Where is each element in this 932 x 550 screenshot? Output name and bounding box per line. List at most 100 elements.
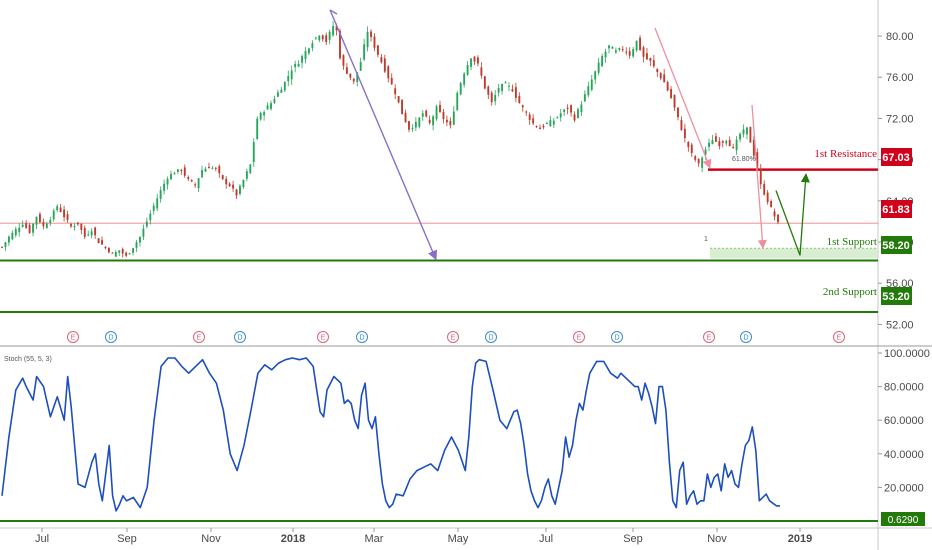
candle-body: [473, 56, 476, 62]
indicator-tick-label: 20.0000: [884, 482, 924, 494]
candle-body: [511, 89, 514, 92]
candle-body: [259, 112, 262, 120]
svg-text:E: E: [197, 335, 202, 342]
candle-body: [580, 104, 583, 113]
zone-label: 1: [704, 236, 708, 243]
candle-body: [718, 141, 721, 147]
candle-body: [694, 156, 697, 160]
indicator-tick-label: 100.0000: [884, 348, 930, 360]
candle-body: [583, 94, 586, 102]
event-marker-dividend: D: [740, 331, 752, 343]
candle-body: [294, 63, 297, 68]
candle-body: [118, 250, 121, 253]
candle-body: [590, 79, 593, 90]
time-axis: Jul Sep Nov 2018 Mar May Jul Sep Nov 2019: [35, 528, 812, 545]
candle-body: [552, 120, 555, 125]
candle-body: [766, 192, 769, 203]
candle-body: [318, 35, 321, 41]
candle-body: [618, 47, 621, 50]
pink-arrow-1: [654, 27, 712, 169]
candle-body: [170, 173, 172, 180]
candle-body: [1, 246, 3, 248]
candle-body: [290, 70, 293, 80]
candle-body: [239, 185, 241, 194]
svg-text:E: E: [451, 335, 456, 342]
svg-text:E: E: [71, 335, 76, 342]
time-tick-label: 2018: [281, 533, 305, 545]
candle-body: [80, 223, 83, 230]
candle-body: [704, 149, 707, 156]
candle-body: [245, 171, 248, 179]
candle-body: [21, 224, 24, 227]
candle-body: [280, 89, 283, 93]
indicator-last-tag: 0.6290: [881, 512, 925, 526]
candle-body: [477, 57, 479, 64]
candle-body: [483, 76, 486, 89]
candle-body: [187, 177, 190, 180]
price-tick-label: 80.00: [886, 31, 914, 43]
candle-body: [577, 109, 579, 118]
candle-body: [18, 227, 21, 233]
candle-body: [228, 183, 231, 187]
candle-body: [211, 167, 214, 169]
candle-body: [25, 223, 28, 228]
candle-body: [121, 248, 124, 254]
candle-body: [756, 152, 759, 171]
candle-body: [656, 68, 659, 72]
fib-label: 61.80%: [732, 156, 756, 163]
candle-body: [490, 92, 493, 103]
candle-body: [442, 111, 445, 120]
candle-body: [152, 205, 155, 211]
candle-body: [597, 62, 600, 73]
candle-body: [773, 211, 776, 217]
candle-body: [173, 173, 176, 175]
candle-body: [311, 43, 314, 49]
candle-body: [383, 58, 386, 72]
candle-body: [145, 221, 148, 227]
candle-body: [339, 30, 341, 59]
price-tag-support2: 53.20: [881, 287, 912, 305]
candle-body: [297, 63, 300, 67]
event-marker-earnings: E: [193, 331, 205, 343]
candle-body: [463, 73, 466, 85]
candle-body: [566, 107, 569, 110]
candle-body: [128, 253, 131, 255]
price-tag-support1: 58.20: [881, 236, 912, 254]
svg-text:53.20: 53.20: [882, 291, 910, 303]
candle-body: [611, 46, 614, 49]
candle-body: [308, 48, 310, 54]
candle-body: [76, 222, 79, 225]
candle-body: [525, 111, 528, 113]
candle-body: [94, 227, 97, 236]
time-tick-label: Nov: [201, 533, 221, 545]
candle-body: [370, 31, 372, 37]
candle-body: [742, 129, 745, 135]
candle-body: [49, 219, 52, 223]
candle-body: [276, 92, 279, 97]
candle-body: [459, 82, 462, 95]
indicator-tick-label: 80.0000: [884, 382, 924, 394]
price-level-lines: [0, 168, 878, 314]
time-tick-label: Sep: [117, 533, 137, 545]
candle-body: [573, 114, 576, 121]
candle-body: [225, 178, 228, 185]
candle-body: [670, 89, 673, 98]
resistance-label: 1st Resistance: [814, 148, 877, 160]
candle-body: [283, 81, 286, 91]
pink-arrow-2: [751, 104, 767, 250]
candle-body: [107, 247, 110, 253]
candle-body: [549, 120, 552, 127]
candle-body: [142, 228, 145, 237]
candle-body: [11, 232, 14, 240]
candle-body: [439, 104, 441, 112]
candle-body: [332, 25, 335, 36]
svg-text:67.03: 67.03: [882, 152, 910, 164]
candle-body: [735, 139, 738, 151]
candle-body: [218, 166, 221, 174]
candle-body: [56, 206, 59, 211]
candle-body: [104, 247, 107, 249]
candle-body: [614, 50, 617, 53]
candle-body: [411, 128, 414, 130]
